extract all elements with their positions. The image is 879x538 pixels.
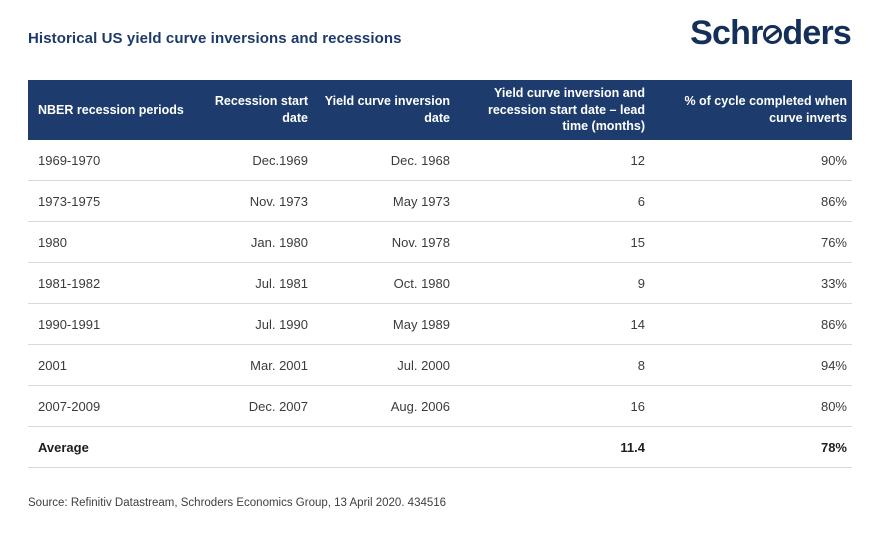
- cell-lead-time: 6: [455, 180, 650, 222]
- cell-average-label: Average: [28, 426, 198, 468]
- cell-period: 1969-1970: [28, 140, 198, 181]
- cell-period: 1981-1982: [28, 262, 198, 304]
- source-attribution-text: Source: Refinitiv Datastream, Schroders …: [28, 497, 447, 509]
- cell-period: 1980: [28, 221, 198, 263]
- cell-recession-start: Mar. 2001: [198, 344, 313, 386]
- cell-cycle-completed: 33%: [650, 262, 852, 304]
- cell-inversion-date: Oct. 1980: [313, 262, 455, 304]
- column-header-yield-curve-inversion-date: Yield curve inversion date: [313, 80, 455, 140]
- cell-lead-time: 14: [455, 303, 650, 345]
- cell-recession-start: Dec. 2007: [198, 385, 313, 427]
- recessions-table: NBER recession periods Recession start d…: [28, 80, 852, 468]
- table-row: 1990-1991 Jul. 1990 May 1989 14 86%: [28, 303, 852, 345]
- cell-average-cycle-completed: 78%: [650, 426, 852, 468]
- cell-recession-start: [198, 426, 313, 468]
- cell-recession-start: Jul. 1990: [198, 303, 313, 345]
- schroders-logo: Schr ders: [690, 12, 852, 54]
- cell-cycle-completed: 80%: [650, 385, 852, 427]
- column-header-lead-time-months: Yield curve inversion and recession star…: [455, 80, 650, 140]
- recessions-table-container: NBER recession periods Recession start d…: [28, 80, 852, 468]
- cell-inversion-date: May 1973: [313, 180, 455, 222]
- column-header-nber-recession-periods: NBER recession periods: [28, 80, 198, 140]
- cell-lead-time: 12: [455, 140, 650, 181]
- cell-cycle-completed: 94%: [650, 344, 852, 386]
- cell-inversion-date: Nov. 1978: [313, 221, 455, 263]
- cell-inversion-date: May 1989: [313, 303, 455, 345]
- table-summary-row: Average 11.4 78%: [28, 426, 852, 468]
- cell-cycle-completed: 86%: [650, 303, 852, 345]
- cell-inversion-date: Aug. 2006: [313, 385, 455, 427]
- cell-lead-time: 16: [455, 385, 650, 427]
- page-header: Historical US yield curve inversions and…: [0, 0, 879, 54]
- cell-period: 1990-1991: [28, 303, 198, 345]
- table-row: 1969-1970 Dec.1969 Dec. 1968 12 90%: [28, 140, 852, 181]
- cell-inversion-date: Jul. 2000: [313, 344, 455, 386]
- column-header-cycle-completed: % of cycle completed when curve inverts: [650, 80, 852, 140]
- table-header-row: NBER recession periods Recession start d…: [28, 80, 852, 140]
- table-header: NBER recession periods Recession start d…: [28, 80, 852, 140]
- cell-recession-start: Jul. 1981: [198, 262, 313, 304]
- cell-lead-time: 15: [455, 221, 650, 263]
- cell-recession-start: Nov. 1973: [198, 180, 313, 222]
- table-row: 1973-1975 Nov. 1973 May 1973 6 86%: [28, 180, 852, 222]
- page-title: Historical US yield curve inversions and…: [28, 30, 402, 47]
- cell-cycle-completed: 86%: [650, 180, 852, 222]
- logo-text-left: Schr: [690, 14, 763, 52]
- cell-average-lead-time: 11.4: [455, 426, 650, 468]
- cell-cycle-completed: 76%: [650, 221, 852, 263]
- cell-lead-time: 8: [455, 344, 650, 386]
- column-header-recession-start-date: Recession start date: [198, 80, 313, 140]
- table-row: 2007-2009 Dec. 2007 Aug. 2006 16 80%: [28, 385, 852, 427]
- table-row: 2001 Mar. 2001 Jul. 2000 8 94%: [28, 344, 852, 386]
- table-body: 1969-1970 Dec.1969 Dec. 1968 12 90% 1973…: [28, 140, 852, 468]
- cell-lead-time: 9: [455, 262, 650, 304]
- cell-period: 2001: [28, 344, 198, 386]
- cell-recession-start: Dec.1969: [198, 140, 313, 181]
- cell-inversion-date: [313, 426, 455, 468]
- cell-inversion-date: Dec. 1968: [313, 140, 455, 181]
- table-row: 1980 Jan. 1980 Nov. 1978 15 76%: [28, 221, 852, 263]
- cell-recession-start: Jan. 1980: [198, 221, 313, 263]
- cell-cycle-completed: 90%: [650, 140, 852, 181]
- cell-period: 2007-2009: [28, 385, 198, 427]
- cell-period: 1973-1975: [28, 180, 198, 222]
- logo-text-right: ders: [782, 14, 851, 52]
- slashed-o-logo-icon: [763, 25, 782, 44]
- table-row: 1981-1982 Jul. 1981 Oct. 1980 9 33%: [28, 262, 852, 304]
